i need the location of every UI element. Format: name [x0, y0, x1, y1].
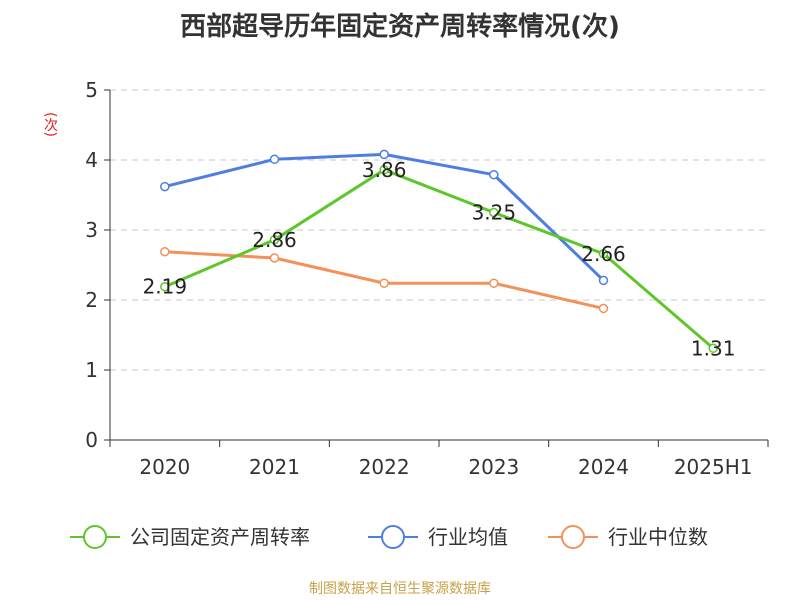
data-point	[598, 275, 609, 286]
data-label: 2.19	[143, 275, 188, 299]
data-point	[489, 169, 499, 180]
data-point	[708, 343, 718, 354]
data-label: 3.86	[362, 158, 407, 182]
legend-marker	[381, 525, 405, 549]
data-point	[160, 246, 170, 257]
legend: 公司固定资产周转率 行业均值 行业中位数	[70, 525, 708, 549]
data-point	[379, 278, 389, 288]
grid-lines	[110, 89, 768, 371]
data-point	[379, 149, 389, 160]
data-point	[598, 249, 609, 259]
data-point	[379, 165, 389, 175]
data-label: 2.66	[581, 242, 626, 266]
data-point	[489, 278, 499, 288]
y-tick-label: 2	[85, 288, 98, 312]
legend-item: 行业均值	[368, 525, 508, 549]
y-tick-label: 4	[85, 148, 98, 172]
y-tick-label: 3	[85, 218, 98, 242]
data-point	[269, 235, 280, 245]
data-label: 3.25	[472, 201, 517, 225]
data-point	[160, 281, 170, 292]
x-tick-label: 2023	[468, 455, 519, 479]
x-tick-label: 2024	[578, 455, 629, 479]
data-source-note: 制图数据来自恒生聚源数据库	[309, 581, 491, 597]
legend-item: 公司固定资产周转率	[70, 525, 310, 549]
legend-label: 公司固定资产周转率	[130, 525, 310, 549]
x-tick-label: 2020	[139, 455, 190, 479]
chart-title: 西部超导历年固定资产周转率情况(次)	[180, 12, 620, 42]
series-line	[164, 168, 715, 350]
legend-label: 行业均值	[428, 525, 508, 549]
y-tick-label: 0	[85, 428, 98, 452]
legend-marker	[83, 525, 107, 549]
legend-label: 行业中位数	[608, 525, 708, 549]
data-label: 1.31	[691, 336, 736, 360]
y-tick-label: 1	[85, 358, 98, 382]
y-axis-unit-label: (次)	[42, 112, 58, 137]
data-point	[489, 207, 499, 218]
data-point	[269, 154, 280, 165]
axes: 0 1 2 3 4 5 2020 2021 2022 2023 2024 2025H1	[85, 78, 769, 479]
x-tick-label: 2021	[249, 455, 300, 479]
x-tick-label: 2022	[359, 455, 410, 479]
data-point	[598, 303, 609, 314]
x-tick-label: 2025H1	[674, 455, 753, 479]
data-point	[269, 253, 280, 263]
series-lines	[160, 149, 718, 354]
legend-marker	[561, 525, 585, 549]
data-label: 2.86	[252, 228, 297, 252]
y-tick-label: 5	[85, 78, 98, 102]
data-labels: 2.19 2.86 3.86 3.25 2.66 1.31	[143, 158, 736, 360]
data-point	[160, 181, 170, 192]
legend-item: 行业中位数	[548, 525, 708, 549]
